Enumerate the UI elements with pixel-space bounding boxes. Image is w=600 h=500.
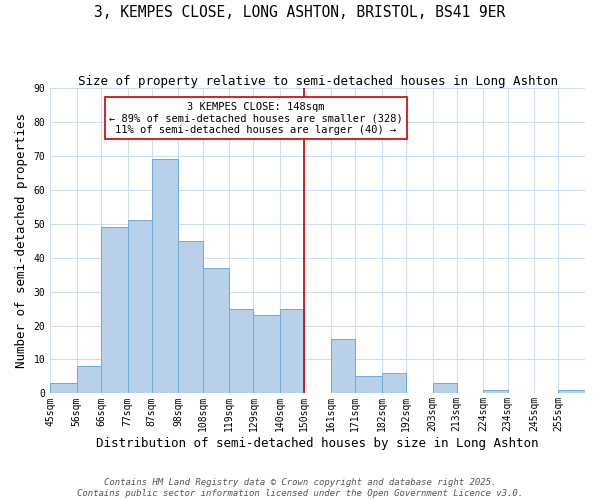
Bar: [128, 220, 152, 394]
Bar: [433, 383, 457, 394]
X-axis label: Distribution of semi-detached houses by size in Long Ashton: Distribution of semi-detached houses by …: [97, 437, 539, 450]
Bar: [280, 308, 304, 394]
Bar: [229, 308, 253, 394]
Bar: [484, 390, 508, 394]
Text: Contains HM Land Registry data © Crown copyright and database right 2025.
Contai: Contains HM Land Registry data © Crown c…: [77, 478, 523, 498]
Bar: [50, 383, 77, 394]
Title: Size of property relative to semi-detached houses in Long Ashton: Size of property relative to semi-detach…: [77, 75, 557, 88]
Bar: [355, 376, 382, 394]
Bar: [331, 339, 355, 394]
Bar: [77, 366, 101, 394]
Bar: [253, 316, 280, 394]
Text: 3 KEMPES CLOSE: 148sqm
← 89% of semi-detached houses are smaller (328)
11% of se: 3 KEMPES CLOSE: 148sqm ← 89% of semi-det…: [109, 102, 403, 135]
Y-axis label: Number of semi-detached properties: Number of semi-detached properties: [15, 113, 28, 368]
Bar: [101, 227, 128, 394]
Bar: [559, 390, 585, 394]
Bar: [178, 240, 203, 394]
Bar: [203, 268, 229, 394]
Bar: [152, 160, 178, 394]
Bar: [382, 373, 406, 394]
Text: 3, KEMPES CLOSE, LONG ASHTON, BRISTOL, BS41 9ER: 3, KEMPES CLOSE, LONG ASHTON, BRISTOL, B…: [94, 5, 506, 20]
